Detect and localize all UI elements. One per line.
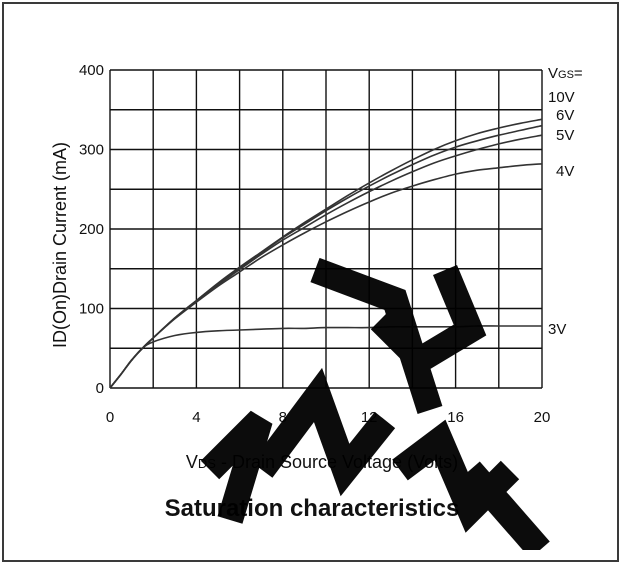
y-axis-label: ID(On)Drain Current (mA) [50, 142, 70, 348]
legend-title: VGS= [548, 65, 583, 82]
x-tick-labels: 0 4 8 12 16 20 [106, 409, 551, 426]
y-tick-label: 100 [79, 301, 104, 318]
y-tick-labels: 0 100 200 300 400 [79, 62, 104, 397]
y-tick-label: 400 [79, 62, 104, 79]
legend-title-subscript: GS [558, 69, 574, 81]
y-tick-label: 200 [79, 221, 104, 238]
legend-title-rest: = [574, 65, 583, 82]
series-label-10v: 10V [548, 89, 575, 106]
series-label-5v: 5V [556, 127, 574, 144]
x-tick-label: 16 [447, 409, 464, 426]
x-axis-label-symbol: V [186, 452, 198, 472]
watermark [200, 257, 550, 550]
x-tick-label: 0 [106, 409, 114, 426]
chart-title: Saturation characteristics [165, 495, 460, 522]
series-label-3v: 3V [548, 321, 566, 338]
x-tick-label: 4 [192, 409, 200, 426]
grid [109, 69, 543, 389]
x-tick-label: 8 [279, 409, 287, 426]
series-line-4v [109, 163, 543, 389]
legend-title-symbol: V [548, 65, 558, 82]
y-tick-label: 300 [79, 142, 104, 159]
series-label-6v: 6V [556, 107, 574, 124]
x-tick-label: 20 [534, 409, 551, 426]
series-label-4v: 4V [556, 163, 574, 180]
y-tick-label: 0 [96, 380, 104, 397]
series-curves [109, 118, 543, 389]
